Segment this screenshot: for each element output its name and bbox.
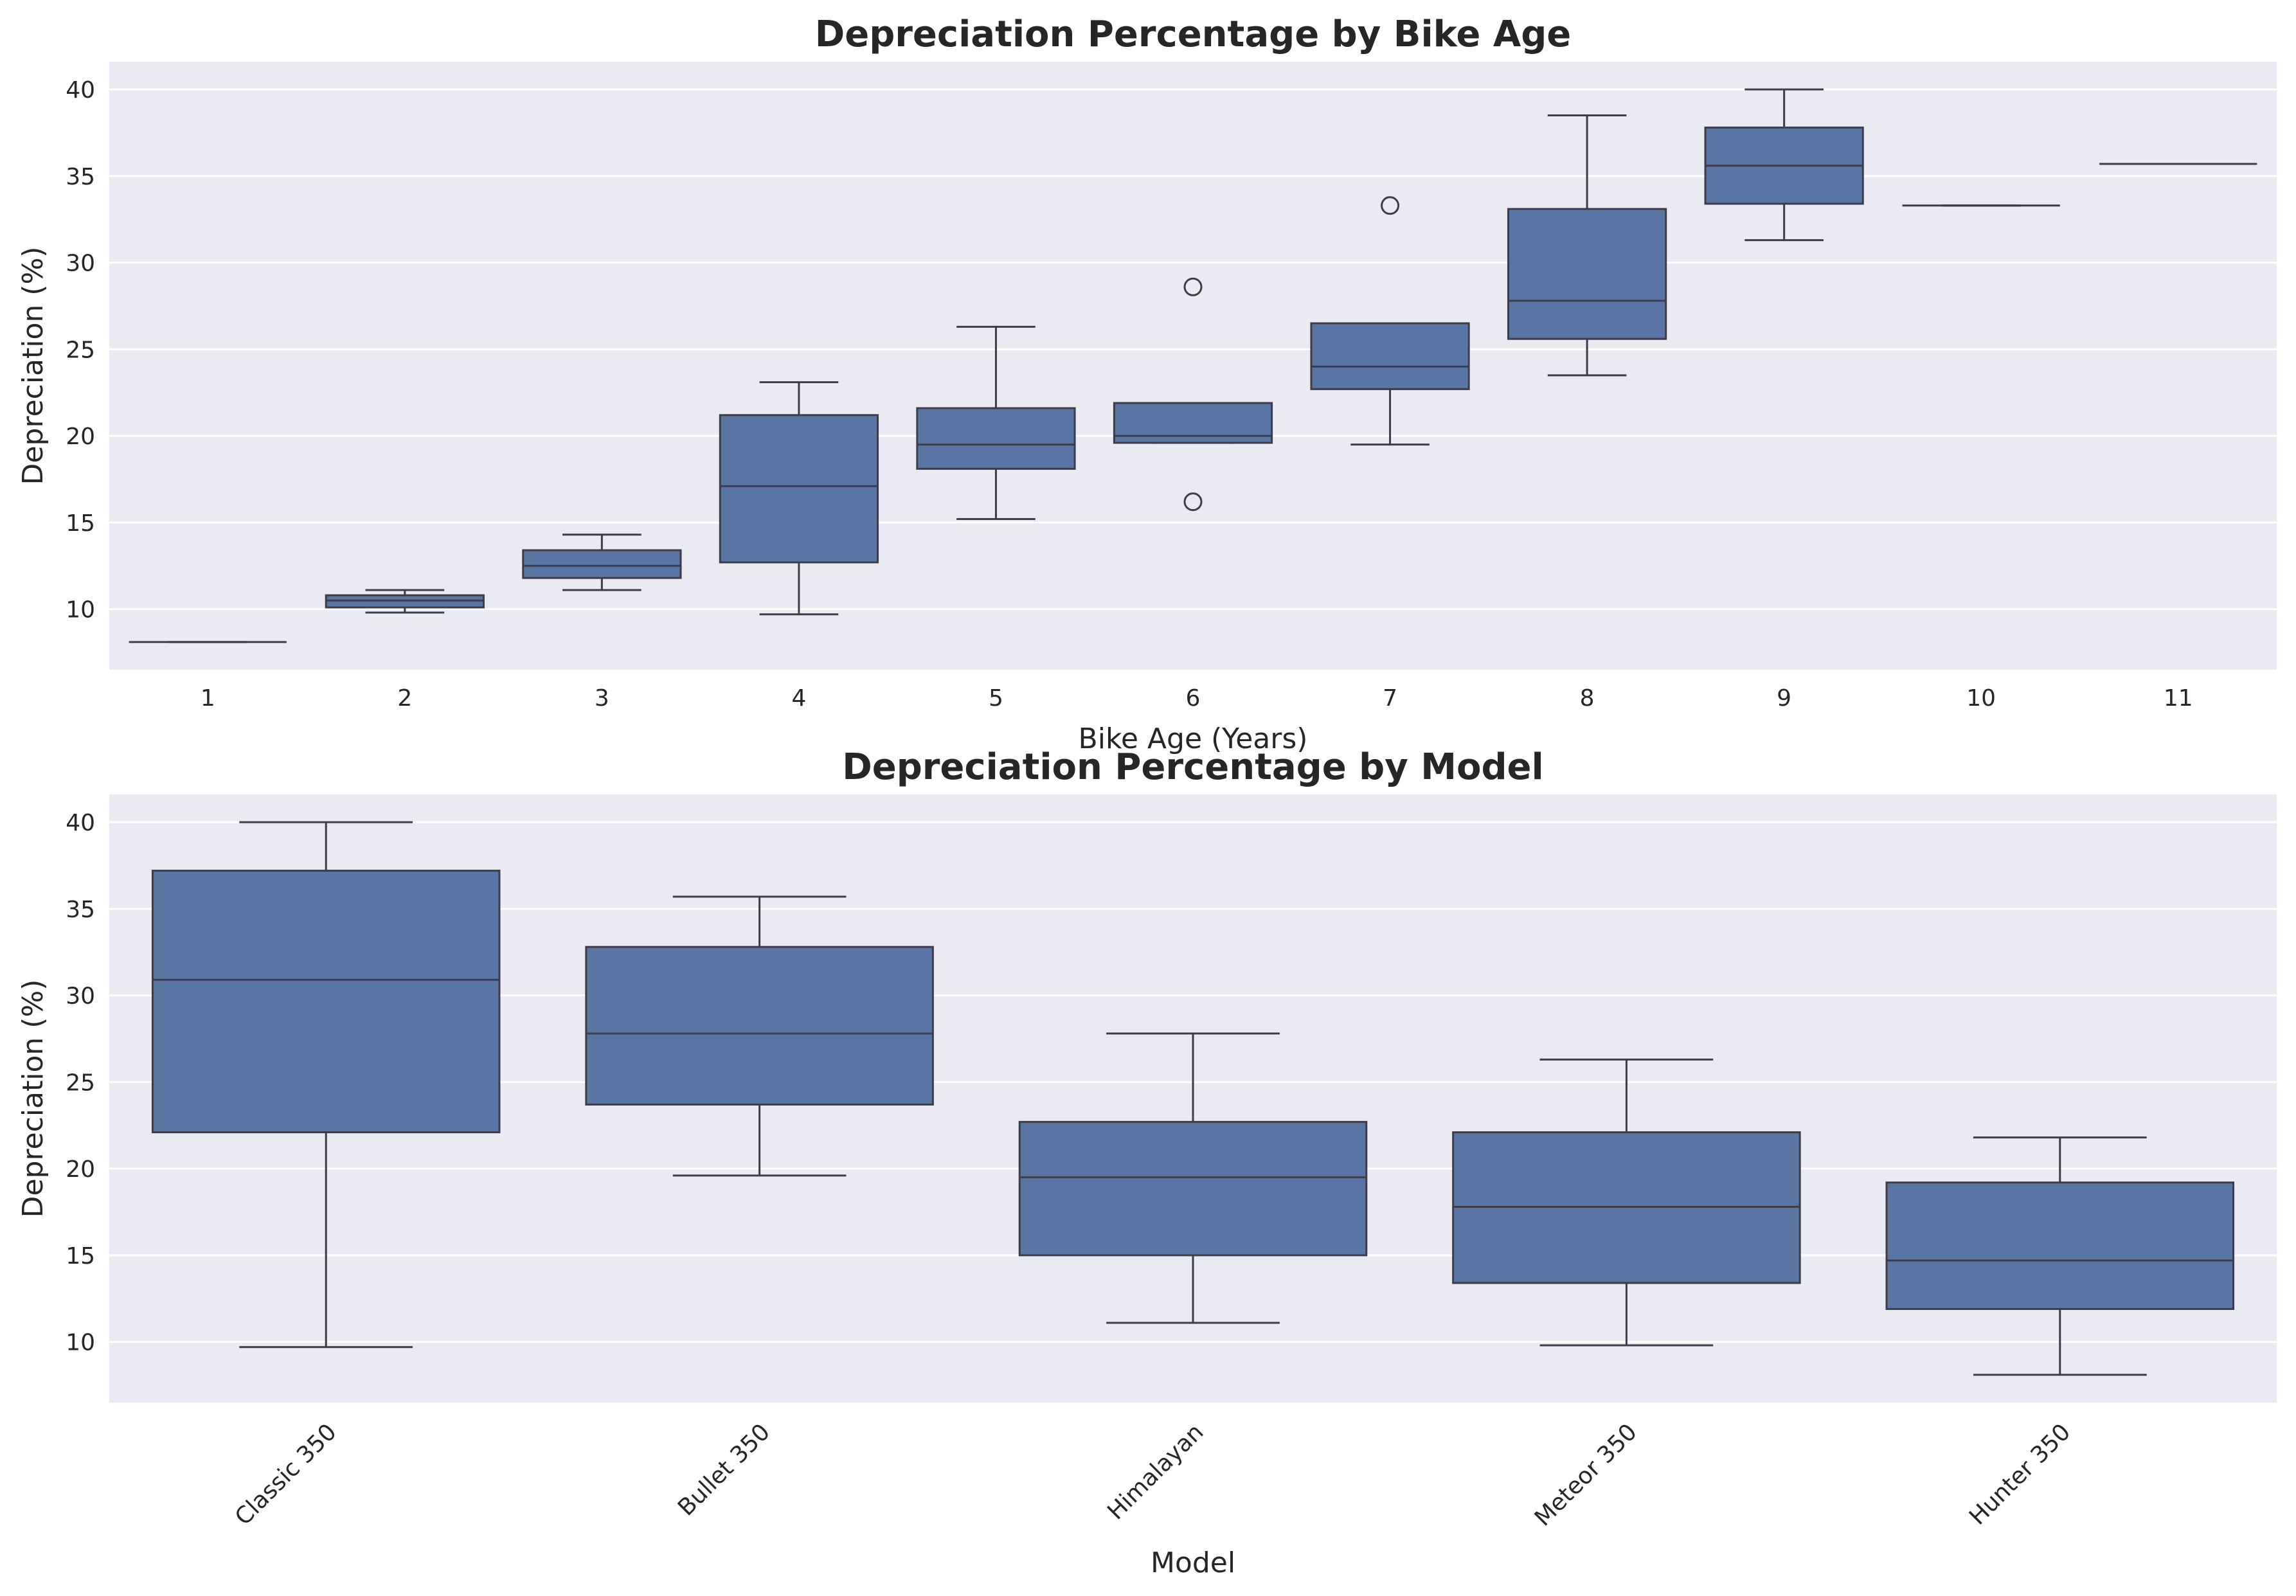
age-x-tick-label: 11 [2164,685,2193,712]
iqr-box [522,549,682,579]
model-box-bullet-350 [585,895,934,1177]
age-x-tick-label: 3 [595,685,609,712]
age-box-8 [1507,114,1667,377]
model-x-tick-label: Himalayan [1102,1419,1208,1525]
age-y-tick-label: 20 [66,424,95,450]
model-x-tick-label: Meteor 350 [1530,1419,1642,1531]
age-y-tick-label: 10 [66,597,95,623]
model-y-tick-labels: 10 15 20 25 30 35 40 [66,810,95,1356]
iqr-box [1018,1120,1368,1257]
age-box-7 [1310,196,1470,446]
outlier-point [1381,196,1400,215]
model-boxplots [151,821,2235,1376]
model-chart-panel: Depreciation Percentage by Model 10 15 20 2… [17,746,2277,1579]
iqr-box [585,946,934,1106]
age-x-tick-label: 6 [1186,685,1201,712]
model-box-classic-350 [151,821,501,1349]
age-x-axis-label: Bike Age (Years) [1079,722,1308,755]
model-x-tick-label: Hunter 350 [1964,1419,2076,1530]
model-box-meteor-350 [1452,1058,1801,1347]
age-box-6 [1113,277,1273,512]
model-y-tick-label: 10 [66,1330,95,1356]
age-chart-panel: Depreciation Percentage by Bike Age 1015… [17,13,2277,755]
model-y-axis-label: Depreciation (%) [17,980,49,1218]
outlier-point [1183,277,1203,296]
age-x-tick-label: 9 [1777,685,1791,712]
model-y-tick-label: 30 [66,983,95,1010]
iqr-box [719,414,879,564]
iqr-box [916,407,1076,470]
model-x-tick-labels: Classic 350 Bullet 350 Himalayan Meteor 350… [230,1419,2076,1531]
model-x-axis-label: Model [1151,1547,1235,1579]
age-box-3 [522,533,682,591]
age-box-4 [719,381,879,616]
model-y-tick-label: 15 [66,1243,95,1269]
age-chart-title: Depreciation Percentage by Bike Age [815,13,1572,55]
age-x-tick-label: 10 [1966,685,1996,712]
iqr-box [1885,1181,2235,1310]
age-boxplots [129,88,2257,643]
model-box-himalayan [1018,1032,1368,1324]
age-x-tick-label: 8 [1580,685,1595,712]
age-y-tick-label: 15 [66,510,95,537]
iqr-box [1310,322,1470,390]
age-x-tick-labels: 1 2 3 4 5 6 7 8 9 10 11 [201,685,2193,712]
model-x-tick-label: Classic 350 [230,1419,342,1530]
model-chart-title: Depreciation Percentage by Model [842,746,1543,788]
age-x-tick-label: 7 [1383,685,1397,712]
model-y-tick-label: 20 [66,1156,95,1183]
age-x-tick-label: 5 [989,685,1003,712]
model-y-tick-label: 25 [66,1070,95,1096]
iqr-box [151,870,501,1134]
age-x-tick-label: 2 [397,685,412,712]
age-x-tick-label: 1 [201,685,215,712]
model-y-tick-label: 35 [66,897,95,923]
model-x-tick-label: Bullet 350 [673,1419,775,1521]
age-y-tick-label: 35 [66,164,95,190]
age-box-5 [916,325,1076,521]
outlier-point [1183,492,1203,512]
age-plot-area [109,62,2277,670]
age-y-tick-label: 30 [66,251,95,277]
iqr-box [1507,208,1667,340]
model-box-hunter-350 [1885,1136,2235,1376]
age-y-tick-label: 40 [66,77,95,103]
age-y-axis-label: Depreciation (%) [17,247,49,485]
age-y-tick-labels: 10 15 20 25 30 35 40 [66,77,95,623]
model-y-tick-label: 40 [66,810,95,836]
age-box-2 [325,589,485,614]
age-x-tick-label: 4 [791,685,806,712]
age-box-9 [1704,88,1864,242]
age-y-tick-label: 25 [66,337,95,363]
